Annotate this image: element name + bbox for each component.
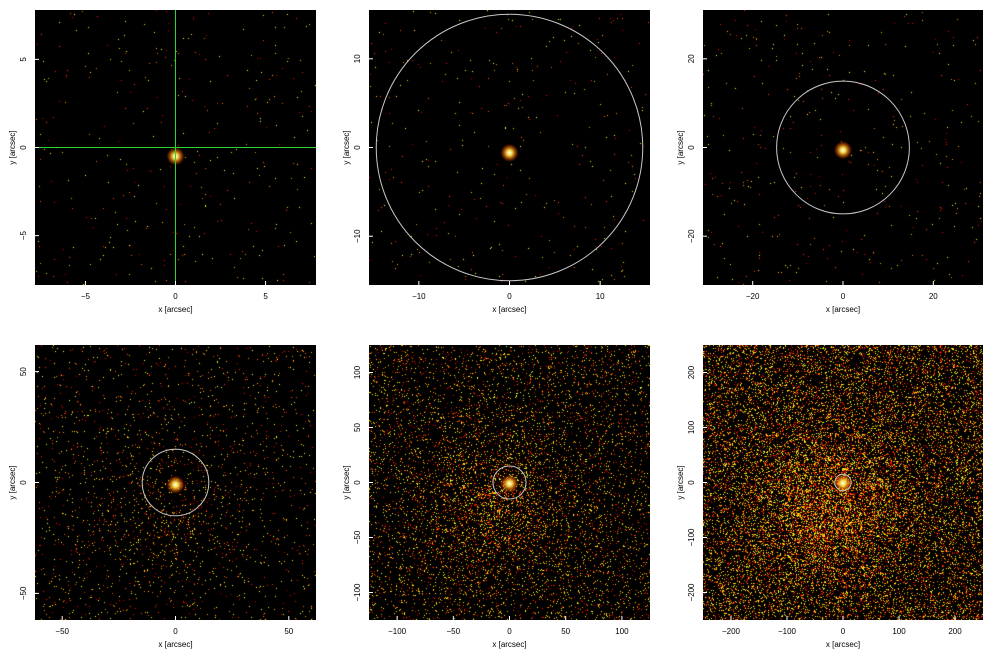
x-tick-label: 100 (892, 627, 906, 636)
x-tick-label: 20 (929, 292, 938, 301)
x-tick-label: −10 (412, 292, 426, 301)
x-tick-label: 0 (841, 627, 846, 636)
y-tick-label: 0 (353, 145, 362, 150)
y-tick-label: 0 (19, 480, 28, 485)
y-tick-label: 50 (19, 367, 28, 376)
x-tick-label: 100 (615, 627, 629, 636)
y-tick-label: −100 (353, 583, 362, 602)
y-tick-label: −50 (19, 586, 28, 600)
x-tick-label: 0 (173, 292, 178, 301)
xray-image (703, 345, 983, 620)
xray-image (369, 345, 650, 620)
x-axis-label: x [arcsec] (826, 640, 860, 649)
y-tick-label: −10 (353, 229, 362, 243)
x-tick-label: 10 (596, 292, 605, 301)
x-axis-label: x [arcsec] (158, 305, 192, 314)
x-tick-label: −50 (447, 627, 461, 636)
panel-axes: −20 0 20 −20 0 20 x [arcsec] y [arcsec] (676, 54, 938, 314)
xray-image (369, 10, 650, 285)
x-tick-label: −20 (746, 292, 760, 301)
extraction-circle (492, 465, 527, 500)
y-tick-label: −100 (687, 528, 696, 547)
x-tick-label: 0 (173, 627, 178, 636)
image-panel-6: −200 −100 0 100 200 −200 −100 0 100 200 x [arcsec]… (676, 345, 983, 649)
y-tick-label: 0 (687, 145, 696, 150)
x-tick-label: 50 (561, 627, 570, 636)
extraction-circle (375, 13, 644, 282)
y-tick-label: 0 (687, 480, 696, 485)
xray-image (703, 10, 983, 285)
y-tick-label: 100 (353, 365, 362, 379)
x-tick-label: 5 (263, 292, 268, 301)
y-tick-label: 0 (19, 145, 28, 150)
y-tick-label: −50 (353, 530, 362, 544)
x-tick-label: −50 (55, 627, 69, 636)
y-tick-label: 5 (19, 57, 28, 62)
image-panel-1: −5 0 5 −5 0 5 x [arcsec] y [arcsec] (8, 10, 316, 314)
extraction-circle (776, 80, 910, 215)
panel-axes: −200 −100 0 100 200 −200 −100 0 100 200 x [arcsec]… (676, 365, 962, 649)
y-tick-label: 20 (687, 54, 696, 63)
y-tick-label: 10 (353, 54, 362, 63)
panel-axes: −50 0 50 −50 0 50 x [arcsec] y [arcsec] (8, 367, 294, 649)
y-tick-label: 0 (353, 480, 362, 485)
panel-axes: −100 −50 0 50 100 −100 −50 0 50 100 x [arcsec] y [a… (342, 365, 629, 649)
x-tick-label: 0 (507, 627, 512, 636)
x-axis-label: x [arcsec] (826, 305, 860, 314)
y-axis-label: y [arcsec] (342, 130, 351, 164)
x-tick-label: 50 (284, 627, 293, 636)
x-tick-label: −100 (778, 627, 797, 636)
y-axis-label: y [arcsec] (8, 130, 17, 164)
x-axis-label: x [arcsec] (492, 640, 526, 649)
y-axis-label: y [arcsec] (676, 130, 685, 164)
x-tick-label: −100 (388, 627, 407, 636)
x-tick-label: 200 (948, 627, 962, 636)
extraction-circle (141, 448, 210, 517)
y-tick-label: 50 (353, 423, 362, 432)
x-tick-label: 0 (507, 292, 512, 301)
y-axis-label: y [arcsec] (676, 465, 685, 499)
y-tick-label: 100 (687, 420, 696, 434)
y-axis-label: y [arcsec] (342, 465, 351, 499)
x-tick-label: −5 (81, 292, 91, 301)
x-axis-label: x [arcsec] (158, 640, 192, 649)
image-panel-2: −10 0 10 −10 0 10 x [arcsec] y [arcsec] (342, 10, 650, 314)
panel-axes: −5 0 5 −5 0 5 x [arcsec] y [arcsec] (8, 10, 316, 314)
image-panel-4: −50 0 50 −50 0 50 x [arcsec] y [arcsec] (8, 345, 316, 649)
x-tick-label: 0 (841, 292, 846, 301)
x-axis-label: x [arcsec] (492, 305, 526, 314)
y-tick-label: −5 (19, 231, 28, 241)
y-tick-label: −20 (687, 229, 696, 243)
y-axis-label: y [arcsec] (8, 465, 17, 499)
panel-axes: −10 0 10 −10 0 10 x [arcsec] y [arcsec] (342, 13, 644, 314)
y-tick-label: −200 (687, 583, 696, 602)
image-panel-3: −20 0 20 −20 0 20 x [arcsec] y [arcsec] (676, 10, 983, 314)
image-panel-5: −100 −50 0 50 100 −100 −50 0 50 100 x [arcsec] y [a… (342, 345, 650, 649)
xray-image (35, 345, 316, 620)
extraction-circle (834, 473, 852, 492)
y-tick-label: 200 (687, 365, 696, 379)
x-tick-label: −200 (722, 627, 741, 636)
